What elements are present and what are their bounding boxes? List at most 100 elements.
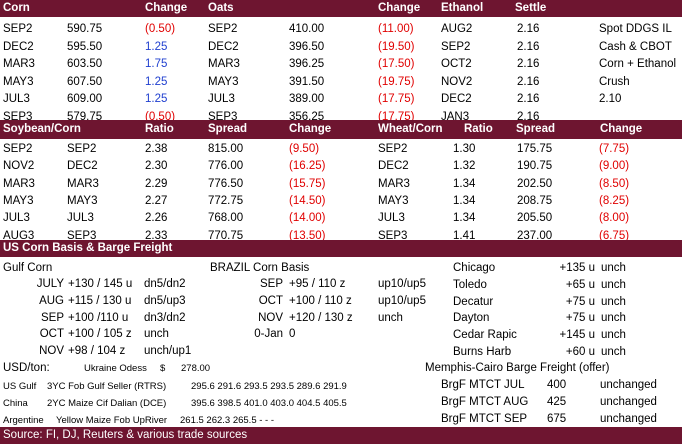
soycorn-ratio: 2.33 — [145, 229, 168, 242]
soy-month: AUG3 — [3, 229, 35, 242]
barge-change: unchanged — [600, 412, 657, 425]
corn-change: 1.25 — [145, 75, 168, 88]
soycorn-spread: 772.75 — [208, 194, 244, 207]
gulf-basis: +130 / 145 u — [68, 278, 133, 290]
ethanol-month: OCT2 — [441, 58, 472, 71]
usd-values: 395.6 398.5 401.0 403.0 404.5 405.5 — [191, 397, 347, 409]
brazil-corn-title: BRAZIL Corn Basis — [210, 262, 310, 274]
usd-description: 2YC Maize Cif Dalian (DCE) — [47, 397, 167, 409]
corn-month: JUL3 — [3, 93, 30, 106]
brazil-basis: +95 / 110 z — [289, 278, 346, 290]
interior-basis: +75 u — [565, 295, 595, 308]
interior-change: unch — [601, 329, 626, 342]
wheat-month: MAY3 — [378, 194, 409, 207]
gulf-month: NOV — [39, 345, 64, 358]
soy-month: JUL3 — [3, 212, 30, 225]
oats-change: (19.50) — [378, 40, 415, 53]
barge-value: 675 — [547, 412, 567, 425]
oats-price: 410.00 — [289, 23, 325, 35]
corn-month: SEP2 — [67, 143, 97, 155]
wheatcorn-ratio: 1.41 — [453, 229, 476, 242]
corn-month: DEC2 — [3, 40, 34, 53]
soycorn-ratio: 2.26 — [145, 212, 168, 225]
usd-origin: US Gulf — [3, 381, 37, 392]
wheatcorn-ratio: 1.34 — [453, 212, 476, 225]
wheatcorn-spread: 208.75 — [517, 194, 553, 207]
interior-city: Chicago — [453, 262, 496, 274]
interior-basis: +135 u — [559, 262, 596, 274]
soy-month: NOV2 — [3, 160, 35, 173]
interior-city: Toledo — [453, 278, 487, 291]
corn-change-header: Change — [145, 2, 188, 14]
oats-price: 396.50 — [289, 40, 325, 53]
wheatcorn-ratio-header: Ratio — [464, 123, 493, 135]
soycorn-ratio-header: Ratio — [145, 123, 174, 135]
soycorn-change: (15.75) — [289, 177, 326, 190]
oats-change: (17.50) — [378, 58, 415, 71]
brazil-change: unch — [378, 311, 403, 324]
brazil-basis: +100 / 110 z — [289, 294, 352, 307]
barge-label: BrgF MTCT AUG — [441, 395, 529, 408]
interior-change: unch — [601, 262, 626, 274]
usd-values: 261.5 262.3 265.5 - - - — [180, 414, 275, 426]
ethanol-month: NOV2 — [441, 75, 473, 88]
gulf-corn-title: Gulf Corn — [3, 262, 53, 274]
usd-origin: China — [3, 397, 28, 409]
interior-city: Dayton — [453, 312, 490, 325]
wheat-month: SEP3 — [378, 229, 408, 242]
ukraine-currency: $ — [160, 363, 166, 374]
wheatcorn-ratio: 1.32 — [453, 160, 476, 173]
soycorn-spread: 815.00 — [208, 143, 244, 155]
corn-month: SEP3 — [67, 229, 97, 242]
wheat-month: DEC2 — [378, 160, 409, 173]
brazil-basis: 0 — [289, 328, 296, 341]
ethanol-note: 2.10 — [599, 93, 622, 106]
wheatcorn-ratio: 1.34 — [453, 177, 476, 190]
soycorn-change: (14.00) — [289, 212, 326, 225]
wheatcorn-spread: 190.75 — [517, 160, 553, 173]
soycorn-ratio: 2.27 — [145, 194, 168, 207]
brazil-month: OCT — [258, 294, 283, 307]
corn-month: SEP2 — [3, 23, 33, 35]
ethanol-month: AUG2 — [441, 23, 473, 35]
corn-change: 1.25 — [145, 93, 168, 106]
soy-month: MAY3 — [3, 194, 34, 207]
ethanol-note: Corn + Ethanol — [599, 58, 677, 71]
oats-month: DEC2 — [208, 40, 239, 53]
usd-origin: Argentine — [3, 414, 44, 426]
gulf-change: dn3/dn2 — [144, 311, 186, 324]
usd-values: 295.6 291.6 293.5 293.5 289.6 291.9 — [191, 381, 347, 392]
oats-price: 389.00 — [289, 93, 325, 106]
basis-header-bar — [0, 240, 682, 257]
soycorn-change: (16.25) — [289, 160, 326, 173]
barge-change: unchanged — [600, 379, 657, 391]
ethanol-settle: 2.16 — [517, 93, 540, 106]
oats-month: JUL3 — [208, 93, 235, 106]
gulf-basis: +115 / 130 u — [68, 294, 132, 307]
barge-change: unchanged — [600, 395, 657, 408]
gulf-change: unch/up1 — [144, 345, 192, 358]
corn-month: DEC2 — [67, 160, 98, 173]
barge-value: 400 — [547, 379, 567, 391]
interior-change: unch — [601, 295, 626, 308]
soycorn-ratio: 2.38 — [145, 143, 168, 155]
barge-value: 425 — [547, 395, 567, 408]
wheatcorn-change: (9.00) — [599, 160, 630, 173]
gulf-change: dn5/up3 — [144, 294, 186, 307]
ethanol-note: Cash & CBOT — [599, 40, 672, 53]
interior-city: Decatur — [453, 295, 494, 308]
ethanol-settle: 2.16 — [517, 40, 540, 53]
wheatcorn-change: (8.25) — [599, 194, 630, 207]
ukraine-value: 278.00 — [181, 363, 211, 374]
soy-month: SEP2 — [3, 143, 33, 155]
oats-month: SEP2 — [208, 23, 238, 35]
corn-change: (0.50) — [145, 23, 176, 35]
ethanol-settle: 2.16 — [517, 23, 540, 35]
soycorn-spread: 770.75 — [208, 229, 244, 242]
wheat-month: JUL3 — [378, 212, 405, 225]
basis-title: US Corn Basis & Barge Freight — [3, 242, 173, 254]
brazil-change: up10/up5 — [378, 278, 426, 290]
barge-title: Memphis-Cairo Barge Freight (offer) — [425, 362, 610, 374]
ukraine-label: Ukraine Odess — [84, 363, 147, 374]
oats-change: (11.00) — [378, 23, 414, 35]
